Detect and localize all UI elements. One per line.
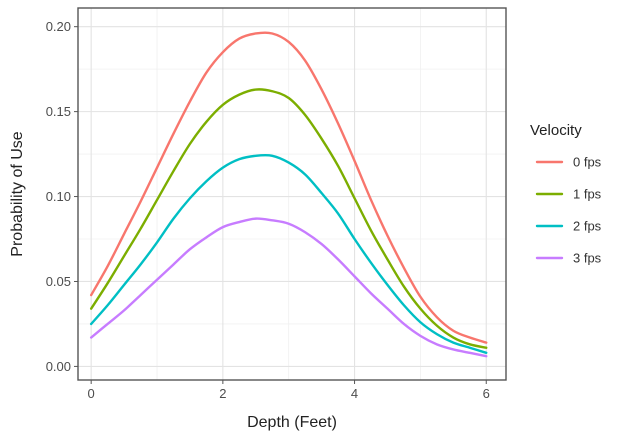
- y-axis-title: Probability of Use: [9, 131, 26, 256]
- x-tick-label: 2: [219, 386, 226, 401]
- series-line-0: [89, 31, 488, 344]
- x-axis-title: Depth (Feet): [247, 414, 337, 431]
- y-tick-label: 0.15: [46, 104, 71, 119]
- axes: 0 2 4 6 0.00 0.05 0.10 0.15 0.20: [46, 19, 490, 401]
- y-tick-label: 0.05: [46, 274, 71, 289]
- y-tick-label: 0.20: [46, 19, 71, 34]
- x-tick-label: 4: [351, 386, 358, 401]
- series-lines: [89, 31, 488, 358]
- legend-label-2: 2 fps: [573, 219, 602, 234]
- series-line-2: [89, 153, 488, 355]
- series-line-3: [89, 217, 488, 358]
- x-tick-label: 0: [88, 386, 95, 401]
- legend: Velocity 0 fps 1 fps 2 fps 3 fps: [530, 122, 602, 266]
- legend-label-0: 0 fps: [573, 155, 602, 170]
- legend-label-1: 1 fps: [573, 187, 602, 202]
- series-line-1: [89, 88, 488, 349]
- y-tick-label: 0.10: [46, 189, 71, 204]
- y-tick-label: 0.00: [46, 359, 71, 374]
- legend-label-3: 3 fps: [573, 251, 602, 266]
- legend-title: Velocity: [530, 122, 582, 139]
- plot-panel-border: [77, 7, 507, 381]
- x-tick-label: 6: [483, 386, 490, 401]
- gridlines: [78, 8, 506, 380]
